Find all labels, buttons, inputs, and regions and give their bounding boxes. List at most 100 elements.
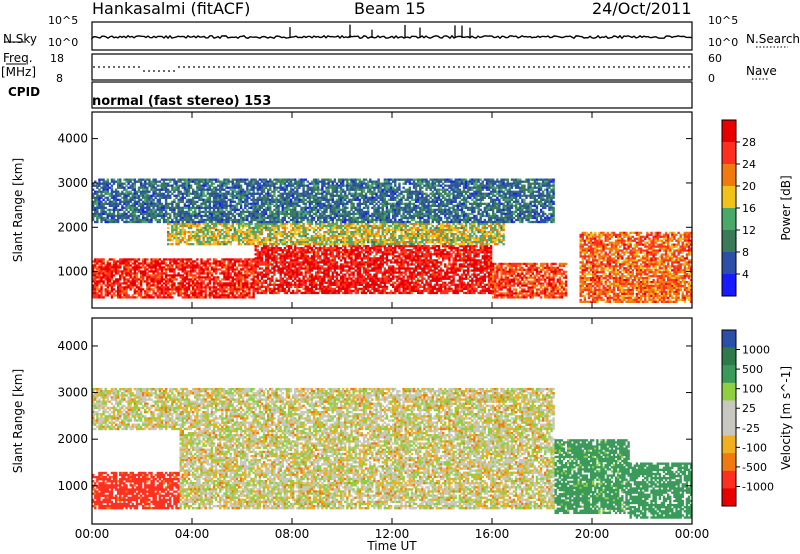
data-cell [258, 287, 262, 291]
data-cell [448, 271, 451, 274]
data-cell [239, 294, 243, 297]
data-cell [192, 224, 195, 228]
data-cell [146, 274, 149, 277]
data-cell [400, 236, 403, 240]
data-cell [106, 198, 109, 201]
data-cell [187, 226, 191, 230]
data-cell [379, 245, 382, 248]
data-cell [246, 282, 249, 285]
data-cell [408, 245, 412, 248]
data-cell [112, 194, 116, 197]
data-cell [371, 259, 374, 262]
data-cell [371, 238, 374, 242]
data-cell [264, 228, 268, 232]
data-cell [275, 265, 278, 268]
data-cell [185, 276, 189, 279]
data-cell [285, 255, 289, 258]
data-cell [348, 291, 351, 295]
data-cell [337, 279, 341, 282]
data-cell [246, 288, 249, 291]
data-cell [114, 272, 118, 275]
data-cell [252, 286, 255, 289]
data-cell [264, 261, 268, 264]
data-cell [171, 224, 174, 228]
data-cell [327, 230, 330, 234]
data-cell [375, 245, 378, 248]
data-cell [102, 208, 105, 212]
data-cell [458, 275, 462, 278]
data-cell [283, 273, 287, 276]
data-cell [450, 249, 453, 252]
data-cell [421, 251, 424, 254]
data-cell [164, 288, 168, 291]
data-cell [446, 241, 449, 244]
data-cell [206, 278, 209, 281]
data-cell [117, 182, 120, 185]
data-cell [98, 200, 101, 204]
data-cell [235, 296, 239, 299]
data-cell [402, 287, 405, 291]
data-cell [244, 224, 247, 228]
data-cell [373, 281, 376, 284]
data-cell [467, 234, 470, 238]
data-cell [435, 253, 439, 256]
data-cell [362, 238, 366, 242]
data-cell [317, 275, 320, 278]
data-cell [402, 281, 405, 284]
data-cell [483, 238, 487, 242]
data-cell [214, 294, 218, 297]
data-cell [489, 265, 493, 268]
data-cell [437, 283, 441, 286]
data-cell [408, 222, 412, 226]
data-cell [256, 259, 259, 262]
data-cell [421, 255, 424, 258]
data-cell [110, 264, 114, 267]
data-cell [342, 234, 345, 238]
data-cell [208, 230, 212, 234]
data-cell [417, 259, 420, 262]
data-cell [112, 274, 116, 277]
data-cell [294, 257, 297, 260]
data-cell [487, 261, 491, 264]
data-cell [375, 226, 378, 230]
data-cell [260, 277, 264, 280]
data-cell [273, 234, 276, 238]
data-cell [375, 241, 378, 244]
data-cell [419, 275, 422, 278]
data-cell [298, 261, 301, 264]
data-cell [481, 257, 484, 260]
data-cell [173, 258, 176, 261]
data-cell [219, 284, 222, 287]
data-cell [106, 190, 109, 193]
data-cell [150, 268, 153, 271]
data-cell [92, 218, 95, 222]
data-cell [369, 230, 372, 234]
data-cell [285, 243, 289, 246]
data-cell [133, 292, 137, 295]
data-cell [429, 255, 432, 258]
data-cell [123, 258, 126, 261]
data-cell [350, 291, 353, 295]
data-cell [487, 273, 491, 276]
data-cell [439, 249, 443, 252]
data-cell [314, 236, 318, 240]
data-cell [392, 238, 395, 242]
data-cell [350, 243, 353, 246]
data-cell [331, 275, 334, 278]
data-cell [385, 226, 389, 230]
data-cell [285, 226, 289, 230]
data-cell [181, 238, 184, 242]
data-cell [327, 283, 330, 286]
data-cell [173, 292, 176, 295]
data-cell [112, 208, 116, 212]
data-cell [377, 277, 380, 280]
data-cell [239, 258, 243, 261]
data-cell [214, 260, 218, 263]
data-cell [146, 262, 149, 265]
data-cell [469, 289, 472, 293]
data-cell [248, 292, 251, 295]
data-cell [342, 255, 345, 258]
data-cell [200, 280, 203, 283]
data-cell [467, 241, 470, 244]
data-cell [310, 287, 314, 291]
